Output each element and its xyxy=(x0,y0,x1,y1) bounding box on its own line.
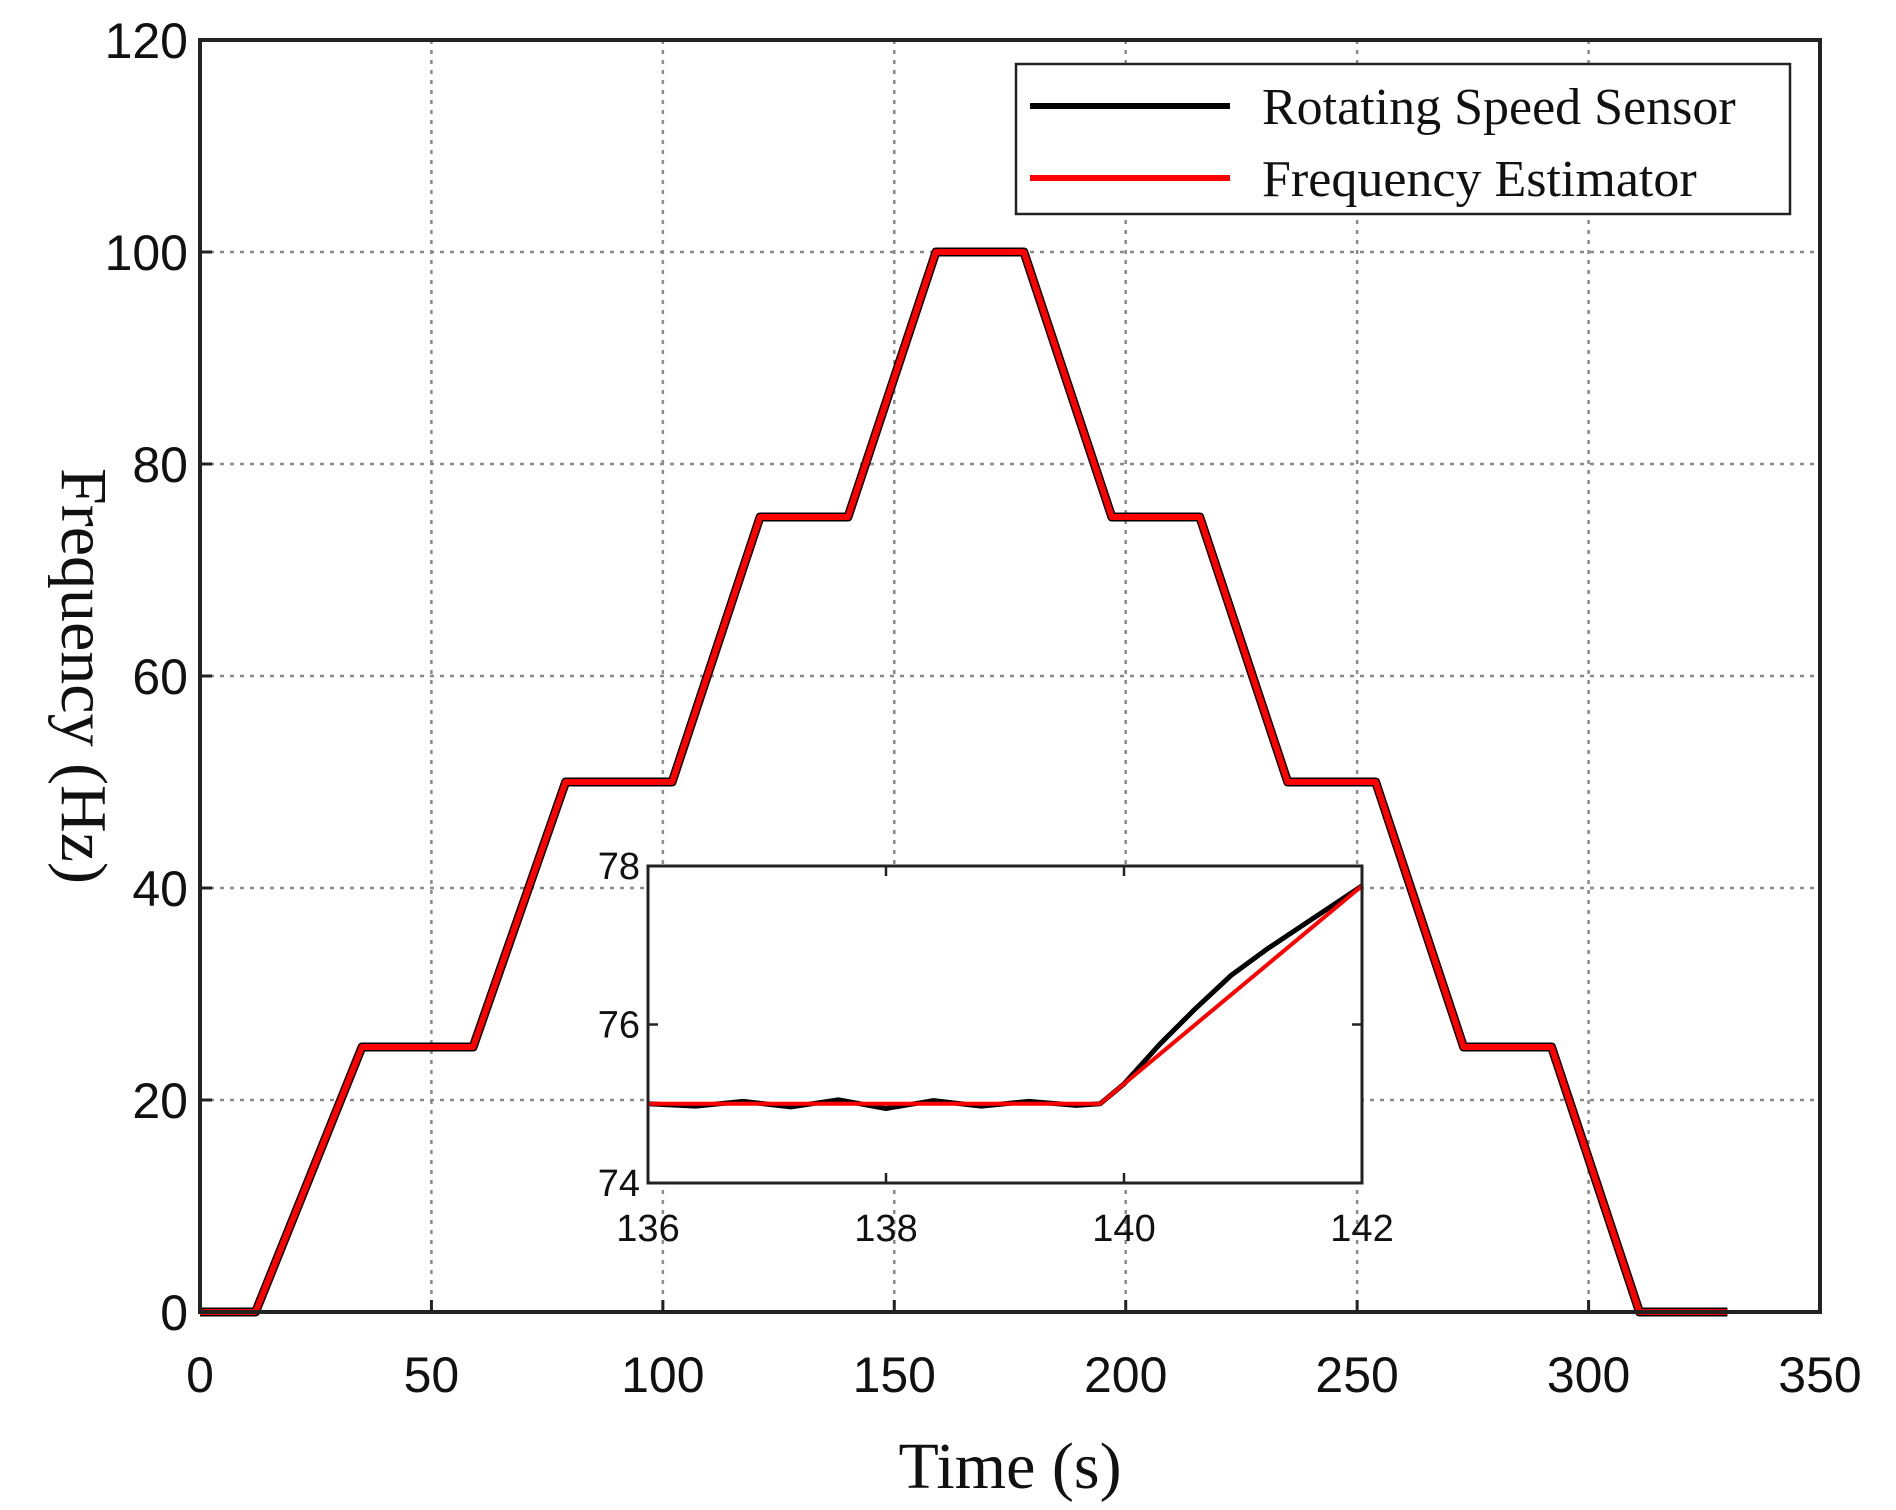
inset-y-tick-label: 76 xyxy=(598,1005,640,1047)
x-axis-label: Time (s) xyxy=(898,1430,1121,1503)
inset-background xyxy=(648,866,1362,1183)
y-tick-label: 20 xyxy=(132,1073,188,1129)
x-tick-label: 200 xyxy=(1084,1347,1167,1403)
inset-x-tick-label: 140 xyxy=(1092,1208,1155,1250)
inset-x-tick-label: 142 xyxy=(1330,1208,1393,1250)
y-tick-label: 0 xyxy=(160,1285,188,1341)
y-tick-label: 100 xyxy=(105,225,188,281)
y-tick-label: 60 xyxy=(132,649,188,705)
legend: Rotating Speed Sensor Frequency Estimato… xyxy=(1014,62,1792,216)
inset-ticks: 136 138 140 142 74 76 78 xyxy=(598,846,1394,1250)
legend-label-rotating-speed-sensor: Rotating Speed Sensor xyxy=(1262,79,1736,136)
x-tick-label: 0 xyxy=(186,1347,214,1403)
x-tick-label: 50 xyxy=(404,1347,460,1403)
inset-series xyxy=(647,883,1364,1112)
legend-box xyxy=(1014,62,1792,216)
axis-ticks: 0 50 100 150 200 250 300 350 0 20 40 60 80 100 120 xyxy=(105,13,1862,1403)
x-tick-label: 150 xyxy=(853,1347,936,1403)
legend-label-frequency-estimator: Frequency Estimator xyxy=(1262,151,1697,208)
inset-zoom-plot: 136 138 140 142 74 76 78 xyxy=(598,846,1394,1250)
x-tick-label: 250 xyxy=(1315,1347,1398,1403)
y-axis-label: Frequency (Hz) xyxy=(47,468,120,884)
series-line-frequency-estimator xyxy=(200,249,1728,1315)
x-tick-label: 100 xyxy=(621,1347,704,1403)
inset-x-tick-label: 138 xyxy=(854,1208,917,1250)
y-tick-label: 80 xyxy=(132,437,188,493)
inset-x-tick-label: 136 xyxy=(616,1208,679,1250)
x-tick-label: 350 xyxy=(1778,1347,1861,1403)
main-plot-series xyxy=(200,247,1728,1317)
y-tick-label: 40 xyxy=(132,861,188,917)
y-tick-label: 120 xyxy=(105,13,188,69)
x-tick-label: 300 xyxy=(1547,1347,1630,1403)
inset-series-line-frequency-estimator xyxy=(648,884,1364,1106)
inset-y-tick-label: 78 xyxy=(598,846,640,888)
inset-y-tick-label: 74 xyxy=(598,1163,640,1205)
